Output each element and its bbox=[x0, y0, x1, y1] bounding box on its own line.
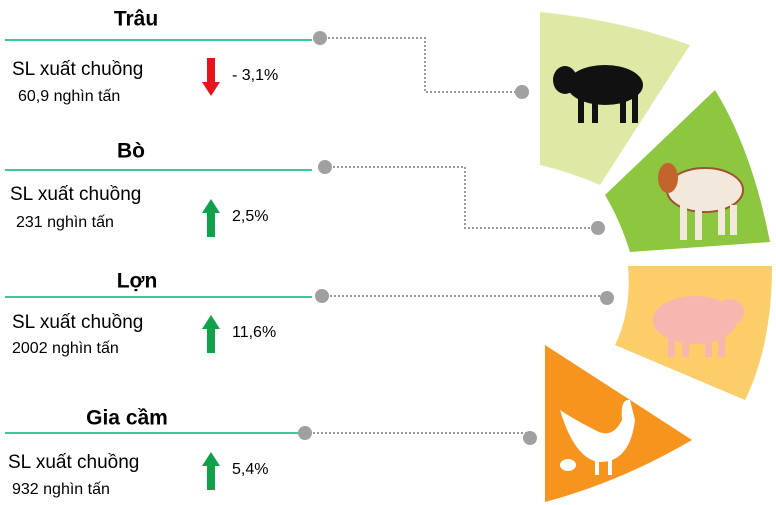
item-change: 5,4% bbox=[232, 461, 268, 478]
infographic: Trâu SL xuất chuồng 60,9 nghìn tấn - 3,1% Bò… bbox=[0, 0, 776, 505]
connector-dot bbox=[591, 221, 605, 235]
item-title: Trâu bbox=[114, 8, 158, 31]
connector-dot bbox=[318, 160, 332, 174]
connector-dot bbox=[315, 289, 329, 303]
arrow-up bbox=[202, 315, 220, 353]
item-title: Gia cầm bbox=[86, 407, 168, 430]
item-label: SL xuất chuồng bbox=[10, 184, 141, 205]
item-label: SL xuất chuồng bbox=[12, 312, 143, 333]
item-change: 11,6% bbox=[232, 324, 276, 341]
item-label: SL xuất chuồng bbox=[8, 452, 139, 473]
connector-dot bbox=[515, 85, 529, 99]
connector-dot bbox=[313, 31, 327, 45]
item-change: 2,5% bbox=[232, 208, 268, 225]
item-quantity: 932 nghìn tấn bbox=[12, 481, 110, 498]
arrow-up bbox=[202, 199, 220, 237]
arrow-up bbox=[202, 452, 220, 490]
item-title: Bò bbox=[117, 140, 145, 163]
connector-dot bbox=[523, 431, 537, 445]
connector bbox=[320, 38, 522, 92]
item-label: SL xuất chuồng bbox=[12, 59, 143, 80]
connector-dot bbox=[600, 291, 614, 305]
item-title: Lợn bbox=[117, 270, 158, 293]
item-quantity: 231 nghìn tấn bbox=[16, 214, 114, 231]
arrow-down bbox=[202, 58, 220, 96]
item-change: - 3,1% bbox=[232, 67, 278, 84]
connector bbox=[325, 167, 598, 228]
connector-dot bbox=[298, 426, 312, 440]
item-quantity: 60,9 nghìn tấn bbox=[18, 88, 120, 105]
item-quantity: 2002 nghìn tấn bbox=[12, 340, 119, 357]
